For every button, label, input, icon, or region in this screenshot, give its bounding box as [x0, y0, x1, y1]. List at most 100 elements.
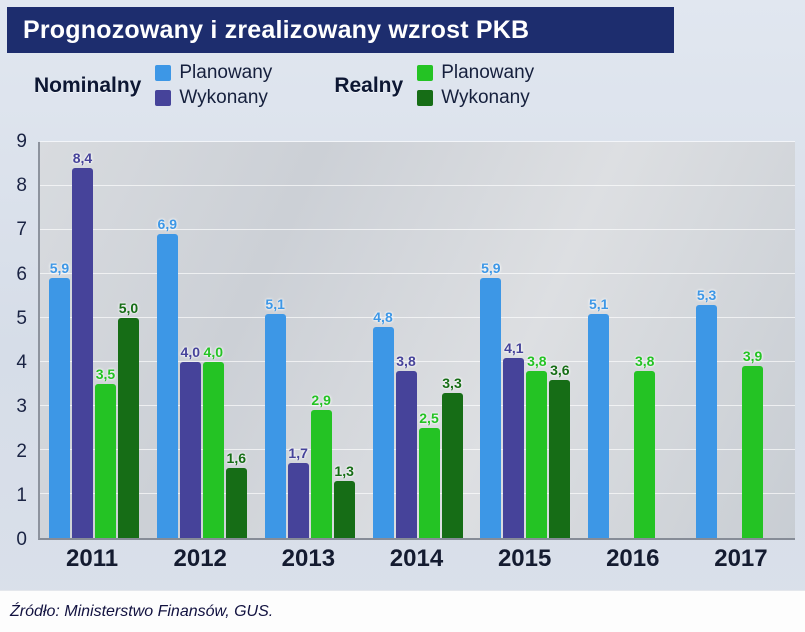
bar-slot: 8,4 [71, 142, 93, 538]
bar-nominalny-wykonany-2013 [287, 463, 309, 538]
bar-group-2012: 6,9 4,0 4,0 1,6 [148, 142, 256, 538]
legend-items-nominalny: Planowany Wykonany [155, 62, 272, 109]
bar-value-label: 4,1 [504, 339, 524, 356]
bar-nominalny-planowany-2016 [588, 313, 610, 538]
bar-slot: 4,8 [372, 142, 394, 538]
bar-value-label: 4,0 [180, 344, 201, 360]
bar-realny-planowany-2014 [418, 428, 440, 538]
x-tick-label-2017: 2017 [714, 545, 768, 572]
bar-value-label: 5,3 [696, 286, 717, 303]
bar-value-label: 3,6 [550, 361, 570, 378]
x-tick-label-2014: 2014 [389, 545, 444, 572]
bar-group-2016: 5,1 3,8 [579, 142, 687, 538]
bar-value-label: 5,9 [481, 260, 501, 277]
bar-slot: 4,0 [179, 142, 201, 538]
bar-realny-wykonany-2013 [333, 480, 355, 538]
bar-nominalny-wykonany-2012 [179, 362, 201, 538]
bar-value-label: 3,8 [634, 352, 655, 369]
legend-item-nominalny-planowany: Planowany [155, 62, 272, 84]
bar-value-label: 1,3 [334, 462, 354, 479]
gridline [40, 273, 795, 275]
bar-value-label: 4,8 [373, 308, 393, 325]
bar-value-label: 4,0 [203, 344, 224, 360]
y-tick-label: 2 [16, 440, 27, 462]
bar-slot: 3,5 [94, 142, 116, 538]
bar-nominalny-planowany-2014 [372, 326, 394, 538]
bar-slot: 1,7 [287, 142, 309, 538]
bar-slot: 4,0 [202, 142, 224, 538]
bar-realny-wykonany-2011 [117, 318, 139, 538]
legend-item-realny-wykonany: Wykonany [417, 87, 534, 109]
legend-item-nominalny-wykonany: Wykonany [155, 87, 272, 109]
bar-value-label: 5,9 [49, 260, 70, 277]
bar-slot: 3,3 [441, 142, 463, 538]
legend-item-label: Wykonany [441, 87, 530, 108]
bar-nominalny-wykonany-2014 [395, 370, 417, 538]
bar-slot: 3,8 [395, 142, 417, 538]
x-axis: 2011 2012 2013 2014 2015 2016 2017 [38, 545, 795, 573]
bar-slot: 4,1 [503, 142, 525, 538]
y-tick-label: 6 [16, 263, 27, 285]
bar-groups: 5,9 8,4 3,5 5,0 6,9 4,0 4,0 1,6 5,1 1,7 2,9 1,3 4,8 3… [40, 142, 795, 538]
bar-slot: 6,9 [156, 142, 178, 538]
source-bar: Źródło: Ministerstwo Finansów, GUS. [0, 590, 805, 632]
bar-value-label: 1,7 [288, 445, 308, 462]
bar-value-label: 5,0 [118, 300, 139, 316]
bar-group-2013: 5,1 1,7 2,9 1,3 [256, 142, 364, 538]
x-tick-label-2012: 2012 [173, 545, 227, 572]
bar-group-2011: 5,9 8,4 3,5 5,0 [40, 142, 148, 538]
legend-group-nominalny: Nominalny Planowany Wykonany [34, 62, 272, 109]
y-tick-label: 9 [16, 131, 27, 152]
gridline [40, 449, 795, 450]
legend-group-title-nominalny: Nominalny [34, 73, 142, 97]
bar-slot: 5,1 [588, 142, 610, 538]
bar-slot: 5,9 [48, 142, 70, 538]
x-tick-label-2011: 2011 [66, 545, 119, 572]
legend-item-label: Planowany [441, 62, 535, 83]
bar-group-2015: 5,9 4,1 3,8 3,6 [471, 142, 579, 538]
bar-realny-wykonany-2012 [225, 467, 247, 538]
y-tick-label: 3 [16, 396, 27, 418]
legend-swatch-nominalny-wykonany [155, 90, 172, 106]
x-tick-label-2016: 2016 [606, 545, 660, 572]
bar-slot: 5,3 [696, 142, 718, 538]
y-tick-label: 5 [16, 307, 27, 329]
gridline [40, 317, 795, 318]
bar-realny-wykonany-2014 [441, 392, 463, 538]
bar-realny-planowany-2012 [202, 362, 224, 538]
legend-swatch-realny-wykonany [417, 90, 434, 106]
legend: Nominalny Planowany Wykonany Realny Plan… [34, 62, 534, 109]
legend-swatch-realny-planowany [417, 65, 434, 81]
bar-slot: 1,3 [333, 142, 355, 538]
bar-realny-planowany-2013 [310, 410, 332, 538]
bar-slot: 2,5 [418, 142, 440, 538]
bar-slot: 5,9 [480, 142, 502, 538]
gridline [40, 405, 795, 407]
bar-slot [611, 142, 632, 538]
chart-title: Prognozowany i zrealizowany wzrost PKB [7, 7, 674, 53]
bar-value-label: 3,3 [442, 374, 462, 391]
bar-value-label: 5,1 [588, 295, 609, 312]
bar-slot: 3,8 [634, 142, 656, 538]
bar-value-label: 5,1 [265, 295, 285, 312]
bar-realny-planowany-2015 [526, 370, 548, 538]
bar-value-label: 3,5 [95, 366, 116, 382]
bar-value-label: 1,6 [226, 449, 247, 466]
bar-realny-planowany-2017 [742, 366, 764, 538]
legend-group-title-realny: Realny [334, 73, 404, 97]
bar-slot: 3,8 [526, 142, 548, 538]
bar-value-label: 3,9 [742, 348, 763, 365]
bar-value-label: 8,4 [72, 150, 93, 167]
gridline [40, 493, 795, 494]
bar-value-label: 6,9 [157, 216, 178, 233]
bar-slot: 5,0 [117, 142, 139, 538]
bar-nominalny-wykonany-2011 [71, 168, 93, 538]
y-tick-label: 4 [16, 352, 27, 374]
legend-item-label: Planowany [179, 62, 273, 83]
bar-slot: 5,1 [264, 142, 286, 538]
bar-realny-wykonany-2015 [549, 379, 571, 538]
legend-swatch-nominalny-planowany [155, 65, 172, 81]
gridline [40, 361, 795, 362]
y-axis: 0 1 2 3 4 5 6 7 8 9 [0, 131, 33, 550]
gridline [40, 141, 795, 142]
